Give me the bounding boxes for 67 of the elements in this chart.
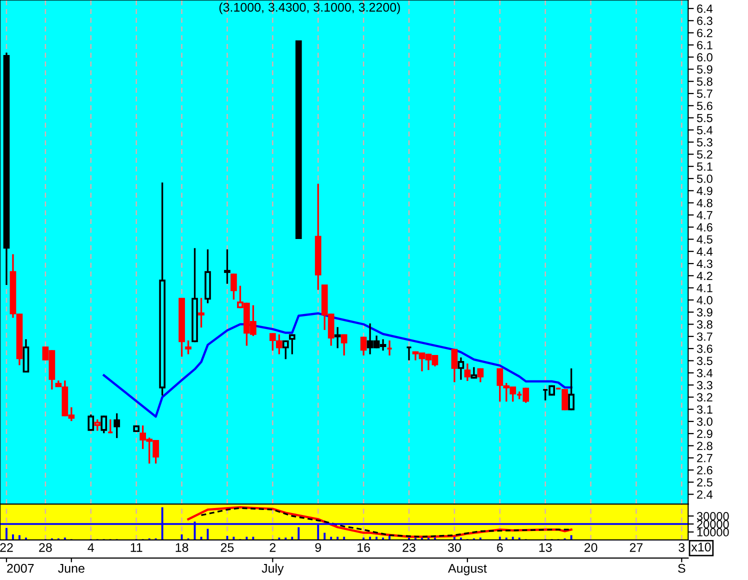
y-tick-label: 2.4 [697, 490, 713, 499]
y-tick-label: 4.0 [696, 296, 712, 304]
y-tick-label: 6.4 [697, 4, 713, 13]
x-tick-label: 11 [130, 543, 142, 552]
y-tick-label: 6.0 [697, 53, 712, 62]
y-tick-label: 2.8 [697, 442, 712, 450]
y-tick-label: 6.3 [697, 16, 712, 26]
x-tick-label: 3 [678, 543, 685, 552]
y-tick-label: 4.2 [696, 272, 712, 280]
y-tick-label: 2.7 [697, 454, 712, 462]
y-tick-label: 4.6 [696, 223, 712, 232]
y-tick-label: 5.2 [696, 150, 712, 159]
y-tick-label: 5.4 [696, 126, 713, 134]
y-tick-label: 10000 [697, 528, 729, 536]
y-tick-label: 3.3 [696, 381, 712, 390]
y-tick-label: 3.1 [696, 405, 712, 414]
x-tick-label: 9 [315, 543, 321, 552]
y-tick-label: 2.6 [697, 466, 712, 474]
y-tick-label: 4.1 [696, 284, 712, 292]
y-tick-label: 5.7 [696, 90, 712, 98]
y-tick-label: 3.2 [696, 393, 712, 402]
y-tick-label: 4.9 [696, 186, 712, 196]
x-tick-label: 2 [270, 543, 276, 552]
x-tick-label: 16 [358, 543, 370, 552]
y-tick-label: 4.5 [696, 235, 712, 244]
y-tick-label: 4.8 [696, 198, 712, 208]
x-tick-label: 28 [39, 543, 52, 552]
y-tick-label: 3.5 [696, 356, 712, 366]
x-tick-label: 6 [497, 543, 503, 552]
y-tick-label: 3.4 [696, 368, 713, 378]
y-tick-label: 5.8 [696, 77, 712, 86]
y-tick-label: 6.1 [697, 40, 712, 50]
x2-tick-label: August [448, 564, 487, 576]
y-tick-label: 3.7 [696, 332, 712, 341]
y-tick-label: 6.2 [697, 28, 712, 38]
y-tick-label: 5.9 [696, 65, 712, 74]
x-tick-label: 22 [0, 543, 13, 552]
y-tick-label: 2.5 [697, 478, 712, 487]
x2-tick-label: S [678, 564, 686, 573]
y-tick-label: 3.9 [696, 308, 712, 317]
y-tick-label: 5.3 [696, 138, 712, 146]
x-tick-label: 4 [88, 543, 94, 552]
x-tick-label: 23 [402, 543, 416, 552]
y-tick-label: 2.9 [697, 430, 712, 438]
x-tick-label: 30 [448, 543, 461, 552]
y-tick-label: 20000 [697, 520, 729, 528]
x-tick-label: 25 [220, 543, 234, 552]
x-tick-label: 13 [539, 543, 552, 552]
y-tick-label: 30000 [696, 512, 729, 520]
y-tick-label: 3.0 [696, 417, 712, 426]
x2-tick-label: 2007 [7, 564, 34, 573]
x-tick-label: 20 [584, 543, 598, 552]
y-tick-label: 3.6 [696, 344, 712, 353]
x-tick-label: 27 [630, 543, 643, 552]
x2-tick-label: June [58, 564, 84, 573]
chart-title: (3.1000, 3.4300, 3.1000, 3.2200) [219, 2, 400, 14]
y-tick-label: 5.5 [696, 114, 712, 122]
x-tick-label: 18 [176, 543, 188, 552]
y-tick-label: 4.4 [696, 248, 713, 256]
y-tick-label: 5.6 [696, 102, 712, 110]
x2-tick-label: July [262, 564, 284, 576]
y-tick-label: 4.3 [696, 260, 712, 268]
y-tick-label: 5.1 [696, 162, 712, 171]
y-tick-label: 4.7 [696, 211, 712, 220]
text: x10 [691, 542, 711, 552]
y-tick-label: 5.0 [696, 174, 712, 183]
y-tick-label: 3.8 [696, 320, 712, 329]
